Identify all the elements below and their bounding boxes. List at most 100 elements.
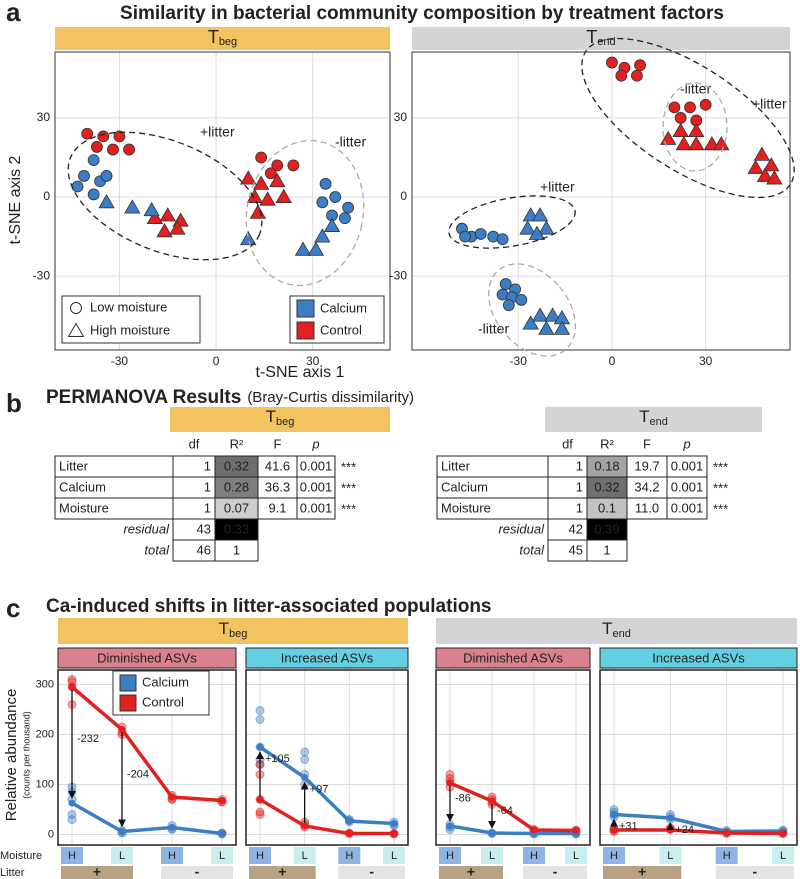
strip-label: Tend: [639, 407, 668, 427]
cluster-ellipse: [448, 195, 576, 249]
moisture-box: [603, 847, 625, 864]
point: [684, 101, 696, 114]
x-tick-label: H: [256, 850, 264, 862]
cell-value: 45: [569, 542, 583, 557]
row-label: total: [144, 542, 170, 557]
significance: ***: [341, 501, 356, 516]
group-label: -: [553, 864, 558, 879]
x-tick-label: H: [446, 850, 454, 862]
mean-point: [118, 726, 126, 733]
cell-value: 0.39: [594, 521, 619, 536]
annotation: +litter: [540, 179, 575, 195]
moisture-box: [439, 847, 461, 864]
shift-label: +97: [310, 783, 329, 795]
mean-point: [68, 799, 76, 807]
mean-point: [301, 822, 309, 830]
litter-box: [523, 866, 587, 879]
legend-box: [61, 295, 201, 344]
point: [672, 122, 689, 138]
point: [287, 159, 300, 172]
point: [713, 136, 730, 151]
point: [531, 307, 549, 322]
point: [107, 143, 119, 156]
cell-value: 9.1: [268, 500, 286, 515]
point: [699, 98, 712, 111]
point: [259, 191, 276, 206]
point: [766, 170, 783, 185]
row-label: Moisture: [0, 850, 42, 862]
point: [631, 69, 643, 82]
significance: ***: [341, 480, 356, 495]
mean-point: [666, 826, 674, 834]
litter-box: [603, 866, 682, 879]
replicate-point: [67, 810, 77, 819]
moisture-box: [111, 847, 133, 864]
replicate-point: [255, 706, 265, 715]
replicate-point: [255, 715, 265, 724]
strip: [58, 618, 408, 644]
point: [87, 154, 100, 167]
cell-value: 36.3: [265, 479, 290, 494]
mean-line: [259, 797, 394, 836]
column-header: df: [562, 436, 573, 451]
panel-strip: [599, 647, 798, 669]
legend-swatch: [119, 694, 137, 712]
strip-main: T: [208, 27, 219, 47]
point: [538, 320, 555, 335]
y-tick-label: 300: [36, 678, 54, 690]
row-label: Moisture: [59, 500, 109, 515]
point: [316, 196, 329, 209]
moisture-box: [659, 847, 682, 864]
moisture-box: [211, 847, 233, 864]
shift-label: +31: [619, 820, 638, 832]
strip: [436, 618, 797, 644]
mean-line: [71, 801, 223, 836]
x-tick-label: H: [168, 850, 176, 862]
shift-label: -64: [497, 805, 513, 817]
moisture-box: [338, 847, 361, 864]
replicate-point: [67, 815, 77, 824]
point: [519, 220, 536, 235]
mean-point: [118, 828, 126, 835]
x-axis-label: t-SNE axis 1: [256, 364, 345, 381]
point: [668, 101, 681, 114]
cell: [586, 539, 628, 562]
point: [307, 241, 325, 256]
mean-point: [488, 797, 496, 805]
litter-box: [338, 866, 405, 879]
legend-label: Calcium: [142, 674, 189, 689]
point: [100, 170, 113, 182]
plot-border: [599, 669, 798, 846]
point: [502, 299, 515, 312]
point: [97, 130, 110, 143]
mean-point: [488, 829, 496, 837]
shift-label: -232: [77, 733, 99, 745]
column-header: p: [311, 436, 319, 451]
plot-border: [245, 669, 409, 846]
x-tick-label: -30: [111, 354, 129, 368]
mean-line: [614, 828, 784, 836]
legend-swatch: [296, 321, 315, 340]
y-tick-label: 0: [48, 828, 54, 840]
point: [496, 233, 509, 246]
cell-value: 0.001: [671, 500, 704, 515]
cell-value: 34.2: [634, 479, 659, 494]
mean-point: [610, 826, 618, 834]
mean-point: [168, 793, 176, 801]
legend-label: Control: [142, 694, 184, 709]
point: [156, 223, 173, 238]
strip-main: T: [586, 27, 597, 47]
y-tick-label: 0: [43, 189, 50, 203]
shift-label: -204: [127, 768, 149, 780]
legend-label: Low moisture: [90, 299, 167, 314]
mean-point: [446, 779, 454, 787]
point: [528, 225, 546, 240]
cell-value: 1: [204, 500, 211, 515]
point: [90, 141, 103, 153]
cell-value: 0.18: [594, 458, 619, 473]
mean-point: [779, 830, 787, 837]
strip-sub: end: [650, 416, 668, 428]
panel-letter: b: [6, 388, 22, 418]
strip-label: Tbeg: [266, 407, 295, 427]
point: [240, 230, 257, 246]
